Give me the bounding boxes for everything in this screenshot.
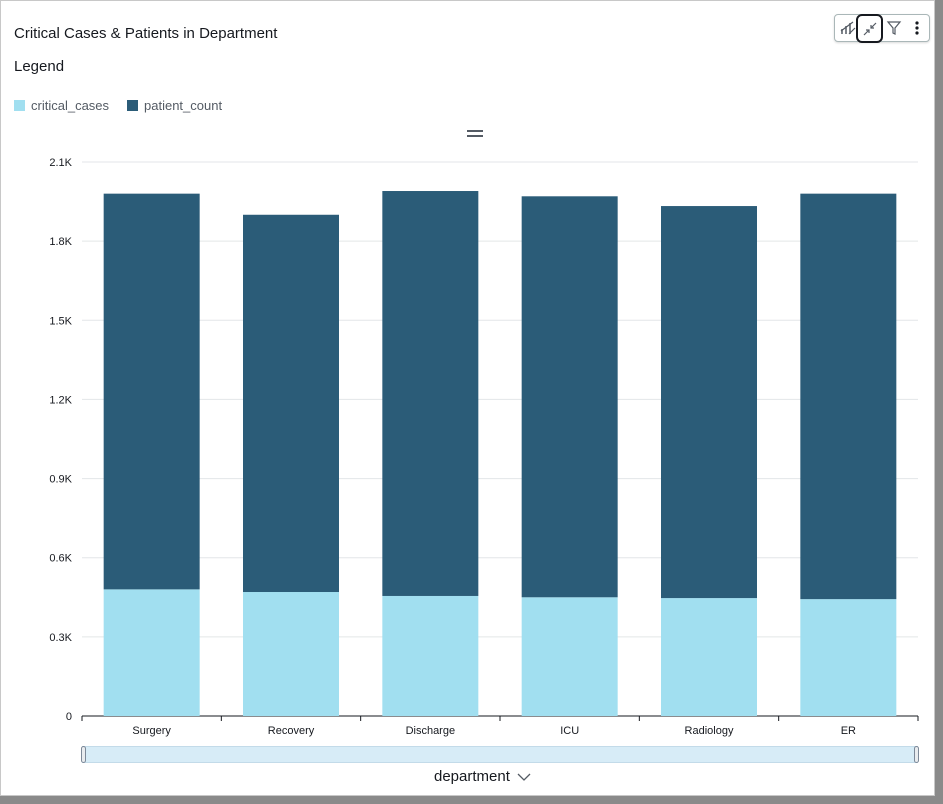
legend-swatch [127,100,138,111]
bar-patient-count-radiology [661,206,757,599]
bar-critical-cases-icu [521,597,618,716]
collapse-button[interactable] [856,14,883,43]
bar-patient-count-surgery [103,193,200,590]
bar-patient-count-icu [521,196,618,598]
chart-title: Critical Cases & Patients in Department [14,25,278,42]
y-tick-label: 1.2K [49,394,72,406]
y-tick-label: 0.9K [49,474,72,486]
chart-plot: 0 0.3K 0.6K 0.9K 1.2K 1.5K 1.8K 2.1K Surgery Reco… [49,157,919,737]
x-tick-label: Surgery [132,725,171,737]
chevron-down-icon [517,773,531,781]
bar-patient-count-discharge [382,191,479,596]
y-tick-label: 1.5K [49,315,72,327]
bar-critical-cases-er [800,599,897,716]
more-options-icon [915,21,919,35]
chart-type-button[interactable] [836,15,860,41]
x-tick-label: Radiology [685,725,734,737]
legend-item-patient-count[interactable]: patient_count [127,98,222,113]
legend-item-critical-cases[interactable]: critical_cases [14,98,109,113]
legend-swatch [14,100,25,111]
y-tick-label: 2.1K [49,157,72,169]
x-tick-label: Recovery [268,725,315,737]
filter-button[interactable] [882,15,906,41]
more-options-button[interactable] [905,15,929,41]
x-tick-label: ICU [560,725,579,737]
legend-label: critical_cases [31,98,110,113]
bar-patient-count-recovery [243,214,339,593]
bar-critical-cases-radiology [661,598,757,716]
bar-critical-cases-discharge [382,595,479,716]
y-tick-label: 0.6K [49,553,72,565]
y-tick-label: 1.8K [49,236,72,248]
bar-critical-cases-surgery [103,589,200,716]
y-tick-label: 0 [66,711,72,723]
visual-toolbar [834,14,930,43]
y-tick-label: 0.3K [49,632,72,644]
range-scrollbar[interactable] [81,746,919,763]
x-tick-label: ER [841,725,856,737]
legend-title: Legend [14,58,65,75]
chart-type-icon [840,21,856,35]
scrollbar-right-handle[interactable] [914,746,919,763]
filter-icon [886,21,902,35]
collapse-icon [863,22,876,35]
x-tick-label: Discharge [406,725,456,737]
drag-handle-icon[interactable] [467,129,483,137]
scrollbar-left-handle[interactable] [81,746,86,763]
x-axis-title-dropdown[interactable]: department [434,768,531,785]
bar-critical-cases-recovery [243,592,339,716]
bar-patient-count-er [800,193,897,600]
x-axis-title: department [434,768,510,785]
legend-label: patient_count [144,98,223,113]
